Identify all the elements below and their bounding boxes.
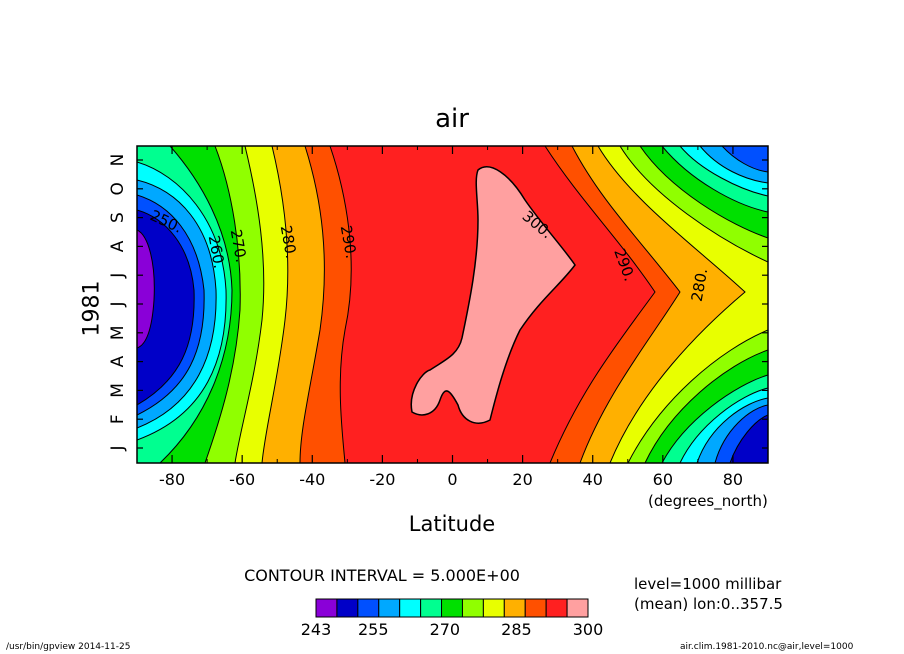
colorbar-tick-label: 243 — [301, 620, 332, 639]
chart-title: air — [435, 104, 469, 134]
colorbar-swatch — [378, 598, 401, 618]
contour-fill — [137, 146, 768, 463]
colorbar-swatch — [420, 598, 443, 618]
x-axis: -80 -60 -40 -20 0 20 40 60 80 — [136, 146, 769, 489]
colorbar-swatch — [399, 598, 422, 618]
colorbar-swatch — [545, 598, 568, 618]
level-label: level=1000 millibar — [634, 575, 782, 593]
colorbar: 243 255 270 285 300 — [301, 598, 604, 639]
colorbar-swatch — [336, 598, 359, 618]
colorbar-tick-label: 270 — [430, 620, 461, 639]
contour-label: 270. — [227, 228, 251, 264]
colorbar-swatch — [461, 598, 484, 618]
y-tick-label: J — [108, 273, 128, 279]
x-tick-label: -20 — [369, 470, 395, 489]
colorbar-swatch — [566, 598, 589, 618]
x-axis-unit: (degrees_north) — [648, 492, 768, 510]
colorbar-swatch — [441, 598, 463, 618]
y-tick-label: M — [108, 325, 128, 340]
y-axis: J F M A M J J A S O N — [108, 154, 768, 452]
colorbar-swatch — [315, 598, 338, 618]
y-tick-label: S — [108, 212, 128, 223]
mean-label: (mean) lon:0..357.5 — [634, 595, 783, 613]
contour-label: 290. — [337, 224, 361, 260]
y-tick-label: A — [108, 240, 128, 252]
colorbar-swatch — [482, 598, 505, 618]
contour-label: 260. — [205, 234, 229, 270]
x-tick-label: 40 — [583, 470, 603, 489]
x-tick-label: -60 — [229, 470, 255, 489]
contour-label: 280. — [688, 267, 712, 303]
y-tick-label: M — [108, 383, 128, 398]
colorbar-swatch — [357, 598, 380, 618]
colorbar-swatch — [503, 598, 526, 618]
y-axis-label: 1981 — [79, 280, 105, 337]
contour-interval-label: CONTOUR INTERVAL = 5.000E+00 — [244, 566, 520, 585]
y-tick-label: O — [108, 182, 128, 195]
footer-command: /usr/bin/gpview 2014-11-25 — [6, 642, 131, 652]
x-tick-label: 20 — [512, 470, 532, 489]
x-axis-label: Latitude — [408, 512, 496, 536]
colorbar-swatch — [524, 598, 547, 618]
y-tick-label: N — [108, 154, 128, 167]
x-tick-label: -40 — [299, 470, 325, 489]
y-tick-label: A — [108, 355, 128, 367]
x-tick-label: 80 — [723, 470, 743, 489]
colorbar-tick-label: 255 — [358, 620, 389, 639]
y-tick-label: F — [108, 414, 128, 424]
colorbar-tick-label: 285 — [501, 620, 532, 639]
colorbar-tick-label: 300 — [573, 620, 604, 639]
y-tick-label: J — [108, 445, 128, 451]
footer-source: air.clim.1981-2010.nc@air,level=1000 — [680, 642, 854, 652]
y-tick-label: J — [108, 301, 128, 307]
x-tick-label: 60 — [653, 470, 673, 489]
x-tick-label: -80 — [159, 470, 185, 489]
contour-label: 280. — [277, 224, 301, 260]
x-tick-label: 0 — [447, 470, 457, 489]
